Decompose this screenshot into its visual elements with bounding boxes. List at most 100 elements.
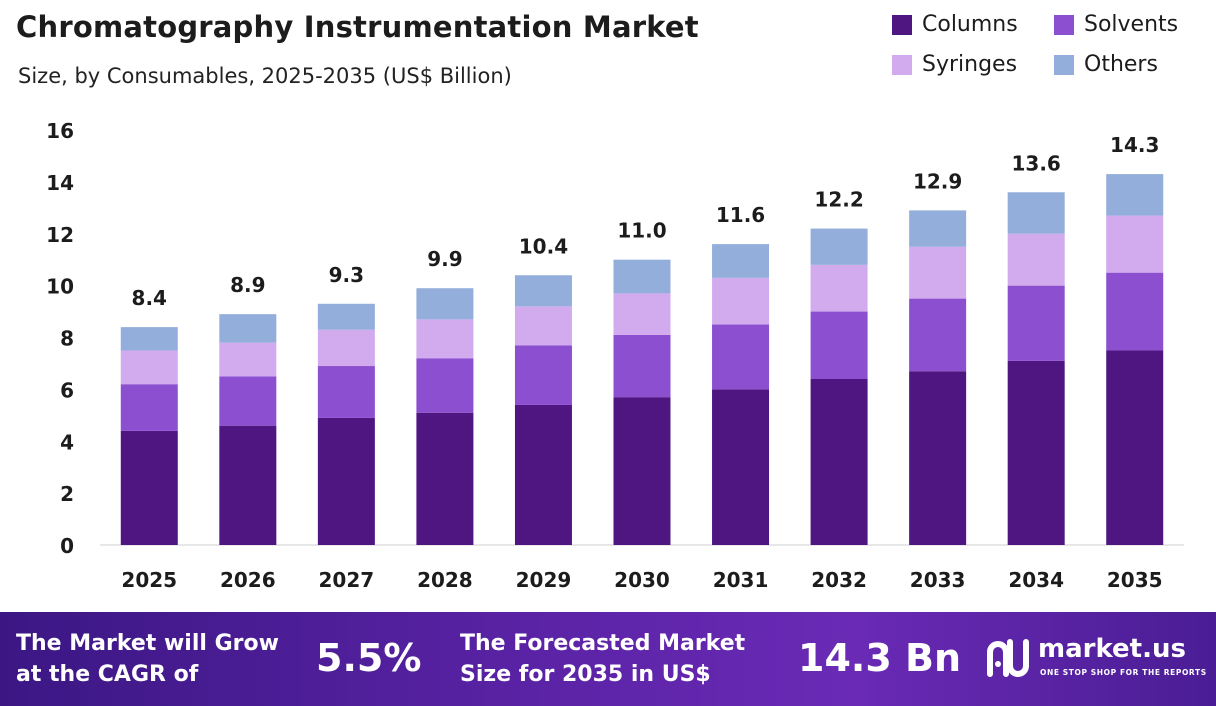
x-tick-label: 2028 bbox=[417, 568, 473, 592]
legend-label-columns: Columns bbox=[922, 12, 1018, 37]
x-tick-label: 2032 bbox=[811, 568, 867, 592]
market-us-logo-icon bbox=[987, 639, 1029, 677]
bar-total-label: 10.4 bbox=[519, 234, 568, 258]
y-tick-label: 2 bbox=[60, 482, 74, 506]
bar-total-label: 12.2 bbox=[814, 188, 863, 212]
bar-segment-syringes bbox=[909, 246, 967, 299]
bar-segment-others bbox=[219, 314, 277, 343]
bar-total-label: 11.6 bbox=[716, 203, 765, 227]
legend-item-solvents: Solvents bbox=[1054, 12, 1178, 37]
bar-segment-syringes bbox=[712, 277, 770, 325]
bar-segment-others bbox=[1106, 174, 1164, 216]
legend-item-columns: Columns bbox=[892, 12, 1018, 37]
cagr-label-line2: at the CAGR of bbox=[16, 662, 199, 687]
y-tick-label: 4 bbox=[60, 430, 74, 454]
legend-swatch-solvents bbox=[1054, 14, 1074, 35]
y-tick-label: 0 bbox=[60, 534, 74, 558]
bar-segment-columns bbox=[1007, 360, 1065, 545]
bar-segment-others bbox=[120, 327, 178, 351]
legend: Columns Solvents Syringes Others bbox=[892, 6, 1212, 90]
bar-segment-syringes bbox=[1007, 233, 1065, 286]
bar-total-label: 9.9 bbox=[427, 247, 462, 271]
bar-segment-others bbox=[514, 275, 572, 307]
bar-segment-solvents bbox=[712, 324, 770, 390]
cagr-label: The Market will Grow at the CAGR of bbox=[16, 628, 279, 690]
x-tick-label: 2026 bbox=[220, 568, 276, 592]
bar-segment-solvents bbox=[120, 384, 178, 431]
bar-segment-others bbox=[317, 303, 375, 330]
legend-swatch-columns bbox=[892, 14, 912, 35]
bar-segment-columns bbox=[317, 417, 375, 545]
bar-segment-columns bbox=[514, 404, 572, 545]
x-tick-label: 2035 bbox=[1107, 568, 1163, 592]
bar-segment-syringes bbox=[613, 293, 671, 335]
bar-segment-solvents bbox=[613, 334, 671, 398]
bar-segment-syringes bbox=[416, 319, 474, 359]
bar-segment-columns bbox=[613, 397, 671, 545]
bar-segment-others bbox=[416, 288, 474, 320]
bar-segment-solvents bbox=[317, 366, 375, 418]
bar-segment-others bbox=[810, 228, 868, 265]
bar-segment-solvents bbox=[1007, 285, 1065, 361]
y-tick-label: 14 bbox=[46, 171, 74, 195]
bar-segment-others bbox=[712, 244, 770, 278]
footer-banner: The Market will Grow at the CAGR of 5.5%… bbox=[0, 612, 1216, 706]
y-tick-label: 12 bbox=[46, 223, 74, 247]
cagr-value: 5.5% bbox=[316, 636, 422, 680]
bar-segment-columns bbox=[1106, 350, 1164, 545]
y-tick-label: 6 bbox=[60, 378, 74, 402]
forecast-label: The Forecasted Market Size for 2035 in U… bbox=[460, 628, 745, 690]
x-tick-label: 2034 bbox=[1008, 568, 1064, 592]
brand-name: market.us bbox=[1038, 634, 1186, 664]
bar-segment-others bbox=[613, 259, 671, 294]
x-tick-label: 2027 bbox=[319, 568, 375, 592]
bar-segment-columns bbox=[810, 379, 868, 545]
bar-segment-solvents bbox=[514, 345, 572, 405]
legend-swatch-others bbox=[1054, 54, 1074, 75]
legend-label-syringes: Syringes bbox=[922, 52, 1018, 77]
bar-total-label: 13.6 bbox=[1012, 151, 1061, 175]
bar-segment-columns bbox=[712, 389, 770, 545]
bar-segment-others bbox=[1007, 192, 1065, 234]
bar-segment-syringes bbox=[514, 306, 572, 346]
bar-segment-solvents bbox=[416, 358, 474, 413]
legend-swatch-syringes bbox=[892, 54, 912, 75]
bar-segment-columns bbox=[416, 412, 474, 545]
bar-segment-others bbox=[909, 210, 967, 247]
y-tick-label: 16 bbox=[46, 119, 74, 143]
bar-segment-syringes bbox=[120, 350, 178, 385]
bar-segment-solvents bbox=[1106, 272, 1164, 351]
stacked-bar-chart: 0 2 4 6 8 10 12 14 16 8.4 2025 8.9 2026 9.3 2027 9.9 202… bbox=[46, 119, 1184, 592]
legend-item-others: Others bbox=[1054, 52, 1158, 77]
forecast-value: 14.3 Bn bbox=[798, 636, 962, 680]
bar-segment-syringes bbox=[219, 342, 277, 377]
x-tick-label: 2025 bbox=[121, 568, 177, 592]
bar-total-label: 8.9 bbox=[230, 273, 265, 297]
x-tick-label: 2033 bbox=[910, 568, 966, 592]
forecast-label-line2: Size for 2035 in US$ bbox=[460, 662, 711, 687]
bar-total-label: 14.3 bbox=[1110, 133, 1159, 157]
bar-total-label: 8.4 bbox=[132, 286, 167, 310]
bar-total-label: 12.9 bbox=[913, 169, 962, 193]
legend-label-others: Others bbox=[1084, 52, 1158, 77]
y-tick-label: 10 bbox=[46, 275, 74, 299]
bar-segment-solvents bbox=[810, 311, 868, 379]
bar-segment-syringes bbox=[810, 264, 868, 312]
bar-segment-columns bbox=[909, 371, 967, 545]
bar-segment-syringes bbox=[317, 329, 375, 367]
legend-item-syringes: Syringes bbox=[892, 52, 1017, 77]
brand-logo[interactable]: market.us ONE STOP SHOP FOR THE REPORTS bbox=[986, 634, 1206, 684]
chart-title: Chromatography Instrumentation Market bbox=[16, 10, 699, 44]
brand-tagline: ONE STOP SHOP FOR THE REPORTS bbox=[1040, 668, 1207, 677]
bar-segment-columns bbox=[120, 430, 178, 545]
x-tick-label: 2030 bbox=[614, 568, 670, 592]
bar-segment-syringes bbox=[1106, 215, 1164, 273]
bar-total-label: 9.3 bbox=[329, 263, 364, 287]
x-tick-label: 2031 bbox=[713, 568, 769, 592]
bar-total-label: 11.0 bbox=[617, 219, 666, 243]
x-tick-label: 2029 bbox=[516, 568, 572, 592]
legend-label-solvents: Solvents bbox=[1084, 12, 1179, 37]
chart-subtitle: Size, by Consumables, 2025-2035 (US$ Bil… bbox=[18, 64, 512, 88]
bar-segment-columns bbox=[219, 425, 277, 545]
cagr-label-line1: The Market will Grow bbox=[16, 631, 279, 656]
